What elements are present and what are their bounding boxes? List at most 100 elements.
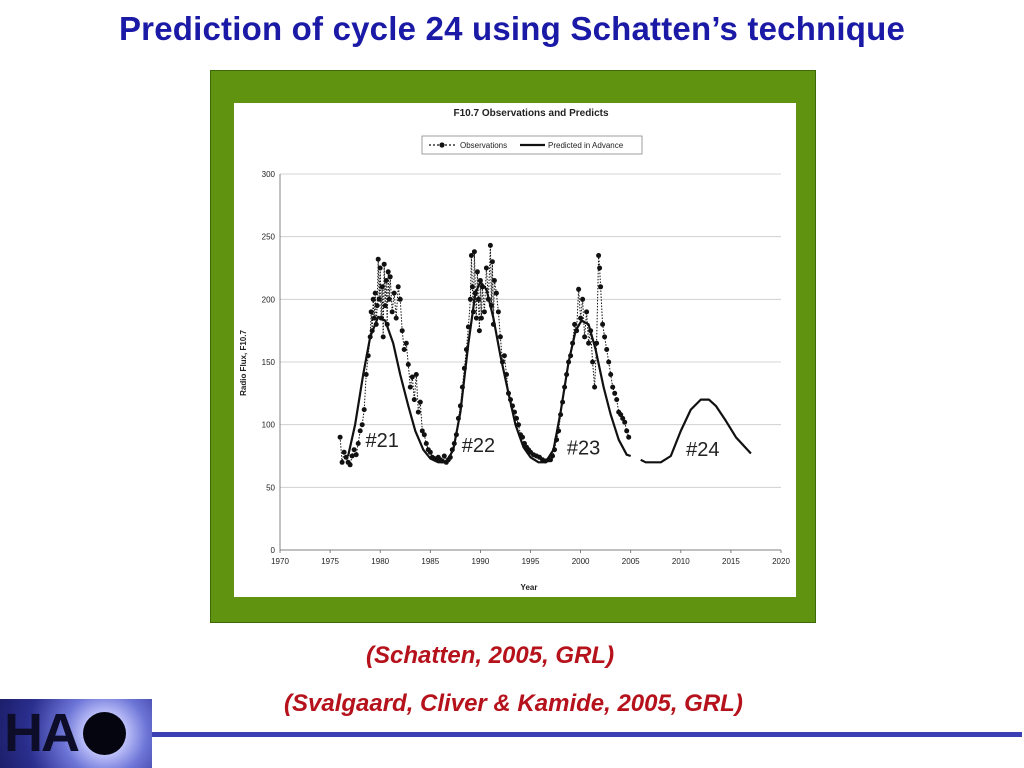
- x-tick-label: 2020: [772, 557, 790, 566]
- observation-point: [475, 296, 481, 302]
- observation-point: [403, 340, 409, 346]
- observation-point: [584, 309, 590, 315]
- observation-point: [399, 328, 405, 334]
- observation-point: [415, 409, 421, 415]
- observation-point: [385, 269, 391, 275]
- observation-point: [469, 284, 475, 290]
- observation-point: [379, 284, 385, 290]
- observation-point: [478, 315, 484, 321]
- observation-point: [626, 434, 632, 440]
- observation-point: [473, 315, 479, 321]
- observation-point: [602, 334, 608, 340]
- legend-predicted-label: Predicted in Advance: [548, 141, 624, 150]
- observation-point: [382, 303, 388, 309]
- cycle-label: #22: [462, 435, 495, 457]
- observation-point: [389, 309, 395, 315]
- hao-logo-text: HA: [4, 703, 80, 763]
- observation-point: [405, 362, 411, 367]
- observation-point: [423, 441, 429, 446]
- x-tick-label: 1995: [522, 557, 540, 566]
- observation-point: [376, 296, 382, 302]
- observation-point: [357, 428, 363, 434]
- observation-point: [497, 334, 503, 340]
- observation-point: [355, 441, 361, 446]
- y-tick-label: 200: [262, 295, 276, 304]
- observation-point: [417, 399, 423, 405]
- legend: Observations Predicted in Advance: [421, 135, 643, 155]
- observation-point: [361, 407, 367, 413]
- legend-observations-marker: [439, 142, 445, 148]
- f107-chart: F10.7 Observations and Predicts Observat…: [239, 108, 790, 592]
- observation-point: [572, 321, 578, 327]
- observation-point: [548, 457, 553, 463]
- x-axis-label: Year: [521, 583, 538, 592]
- observation-point: [381, 261, 387, 267]
- x-tick-label: 2000: [572, 557, 590, 566]
- observation-point: [380, 334, 386, 340]
- observation-point: [419, 428, 425, 434]
- observation-point: [391, 290, 397, 296]
- observation-point: [468, 253, 474, 258]
- observation-point: [368, 309, 374, 315]
- observation-point: [370, 296, 376, 302]
- observation-point: [374, 303, 380, 309]
- observation-point: [377, 265, 383, 271]
- observation-point: [596, 253, 602, 258]
- observation-point: [576, 286, 582, 292]
- cycle-label: #23: [567, 438, 600, 460]
- observation-point: [493, 290, 499, 296]
- observation-point: [483, 265, 489, 271]
- observation-point: [427, 449, 433, 455]
- observation-point: [353, 452, 359, 458]
- observation-point: [578, 315, 584, 321]
- observation-point: [351, 447, 357, 453]
- observation-point: [341, 449, 347, 455]
- y-tick-label: 0: [271, 546, 276, 555]
- observation-point: [594, 340, 600, 346]
- observation-point: [580, 296, 586, 302]
- observation-point: [495, 309, 501, 315]
- observation-point: [387, 274, 393, 280]
- observation-point: [622, 419, 628, 425]
- observation-point: [397, 296, 403, 302]
- observation-point: [409, 374, 415, 380]
- observation-point: [343, 454, 349, 460]
- series-predicted-line: [347, 280, 632, 464]
- observation-point: [608, 372, 614, 377]
- citation-svalgaard: (Svalgaard, Cliver & Kamide, 2005, GRL): [284, 690, 743, 717]
- x-tick-label: 2010: [672, 557, 690, 566]
- observation-point: [612, 390, 618, 396]
- cycle-label: #24: [686, 439, 719, 461]
- observation-point: [347, 462, 353, 468]
- hao-logo-dot: [83, 712, 126, 755]
- observation-point: [363, 372, 369, 377]
- observation-point: [401, 347, 407, 352]
- x-tick-label: 2005: [622, 557, 640, 566]
- observation-point: [606, 359, 612, 365]
- citation-schatten: (Schatten, 2005, GRL): [366, 642, 615, 669]
- series-predicted-cycle24-line: [640, 398, 752, 464]
- observation-point: [441, 453, 447, 459]
- hao-logo: HA: [0, 699, 152, 768]
- observation-point: [597, 265, 603, 271]
- observation-point: [501, 353, 507, 359]
- observation-point: [598, 284, 604, 290]
- observation-point: [610, 384, 616, 390]
- observation-point: [359, 422, 365, 428]
- observation-point: [393, 315, 399, 321]
- observation-point: [489, 259, 495, 265]
- observation-point: [411, 397, 417, 403]
- y-tick-label: 250: [262, 233, 276, 242]
- y-tick-label: 100: [262, 421, 276, 430]
- observation-point: [371, 315, 377, 321]
- observation-point: [372, 290, 378, 296]
- chart-panel: F10.7 Observations and Predicts Observat…: [234, 103, 796, 597]
- observation-point: [491, 278, 497, 283]
- observation-point: [487, 242, 493, 248]
- observation-point: [407, 384, 413, 390]
- observation-point: [476, 328, 482, 334]
- observation-point: [375, 256, 381, 262]
- observation-point: [516, 422, 521, 428]
- observation-point: [600, 321, 606, 327]
- x-tick-label: 1990: [472, 557, 490, 566]
